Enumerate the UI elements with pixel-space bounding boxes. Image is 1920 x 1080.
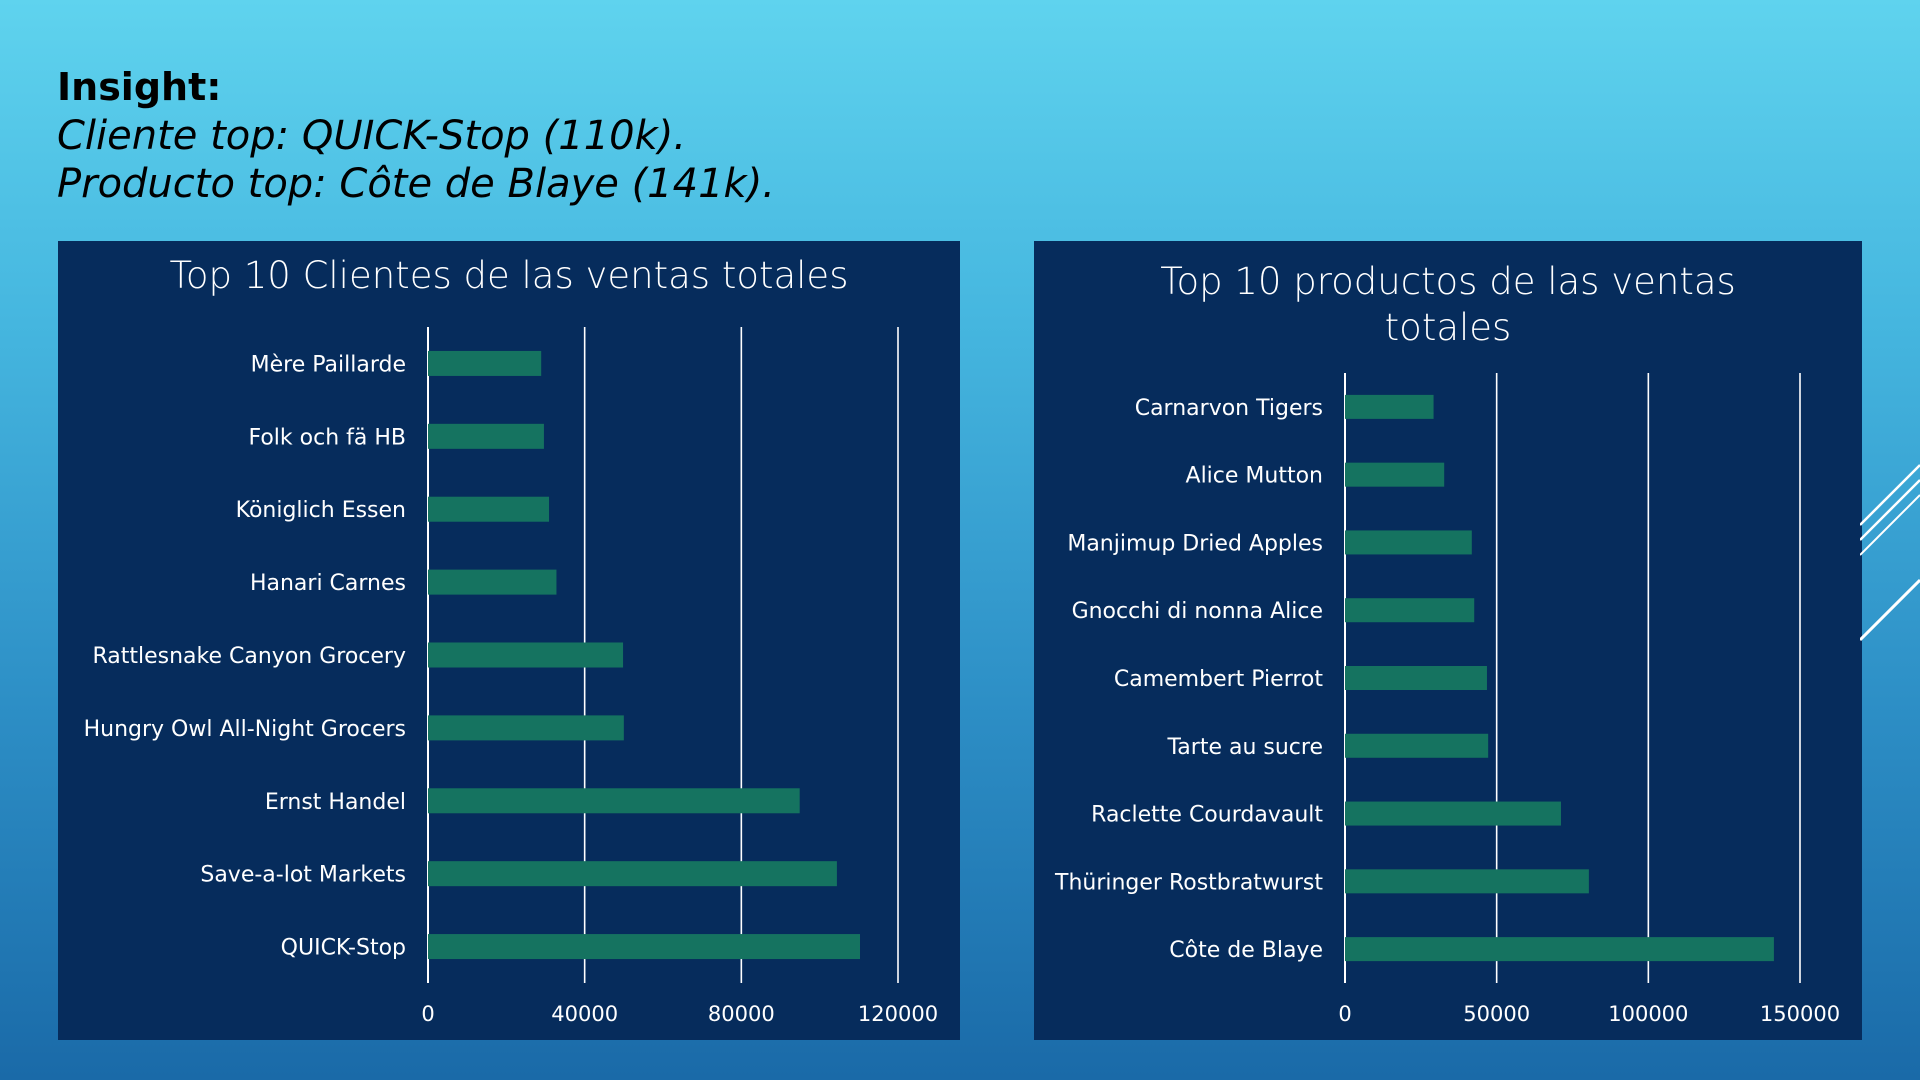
decorative-lines <box>1860 464 1920 642</box>
clientes-category-label: Ernst Handel <box>265 790 406 815</box>
clientes-bar <box>428 496 550 522</box>
clientes-category-label: Mère Paillarde <box>251 352 406 377</box>
clientes-chart-panel: Top 10 Clientes de las ventas totales 0 4… <box>58 241 960 1040</box>
clientes-bar <box>428 642 624 668</box>
productos-category-label: Manjimup Dried Apples <box>1067 531 1323 556</box>
clientes-bar <box>428 569 557 595</box>
productos-category-label: Alice Mutton <box>1186 464 1323 489</box>
insight-line-product: Producto top: Côte de Blaye (141k). <box>57 161 776 207</box>
productos-x-tick-label: 0 <box>1338 1002 1351 1026</box>
insight-line-client: Cliente top: QUICK-Stop (110k). <box>57 113 687 159</box>
productos-bar <box>1345 733 1489 758</box>
clientes-category-label: Königlich Essen <box>236 498 406 523</box>
clientes-bar <box>428 350 542 376</box>
productos-category-label: Tarte au sucre <box>1167 735 1324 760</box>
productos-category-label: Thüringer Rostbratwurst <box>1054 870 1323 895</box>
productos-chart-title: Top 10 productos de las ventas totales <box>1160 260 1736 349</box>
clientes-category-label: Hungry Owl All-Night Grocers <box>84 717 406 742</box>
clientes-x-tick-label: 40000 <box>551 1002 618 1026</box>
clientes-bar <box>428 715 624 741</box>
clientes-bar <box>428 861 837 887</box>
clientes-x-tick-label: 0 <box>421 1002 434 1026</box>
productos-bar <box>1345 530 1472 555</box>
productos-bar <box>1345 394 1434 419</box>
productos-x-tick-label: 150000 <box>1760 1002 1840 1026</box>
clientes-x-tick-label: 80000 <box>708 1002 775 1026</box>
clientes-bar <box>428 788 800 814</box>
clientes-x-tick-label: 120000 <box>858 1002 938 1026</box>
productos-bar <box>1345 801 1561 826</box>
clientes-category-label: Save-a-lot Markets <box>200 863 406 888</box>
productos-bar <box>1345 666 1487 690</box>
productos-x-tick-label: 100000 <box>1608 1002 1688 1026</box>
productos-category-label: Camembert Pierrot <box>1114 667 1324 692</box>
productos-bar <box>1345 462 1445 487</box>
clientes-bar-chart: 0 40000 80000 120000 Mère Paillarde Folk och … <box>84 327 938 1026</box>
productos-category-label: Gnocchi di nonna Alice <box>1072 599 1323 624</box>
productos-x-tick-label: 50000 <box>1463 1002 1530 1026</box>
clientes-bar <box>428 934 861 960</box>
productos-bar <box>1345 598 1475 623</box>
insight-block: Insight: Cliente top: QUICK-Stop (110k).… <box>57 62 775 208</box>
clientes-category-label: QUICK-Stop <box>281 936 406 961</box>
insight-heading: Insight: <box>57 65 222 109</box>
clientes-category-label: Hanari Carnes <box>250 571 406 596</box>
productos-bar <box>1345 869 1589 894</box>
productos-category-label: Carnarvon Tigers <box>1135 396 1323 421</box>
productos-bar-chart: 0 50000 100000 150000 Carnarvon Tigers Alice … <box>1054 373 1840 1026</box>
clientes-category-label: Folk och fä HB <box>248 425 406 450</box>
productos-chart-panel: Top 10 productos de las ventas totales 0… <box>1034 241 1862 1040</box>
productos-bar <box>1345 937 1774 962</box>
clientes-bar <box>428 423 544 449</box>
clientes-chart-title: Top 10 Clientes de las ventas totales <box>169 254 849 297</box>
productos-category-label: Raclette Courdavault <box>1091 803 1323 828</box>
productos-category-label: Côte de Blaye <box>1169 938 1323 963</box>
clientes-category-label: Rattlesnake Canyon Grocery <box>92 644 406 669</box>
